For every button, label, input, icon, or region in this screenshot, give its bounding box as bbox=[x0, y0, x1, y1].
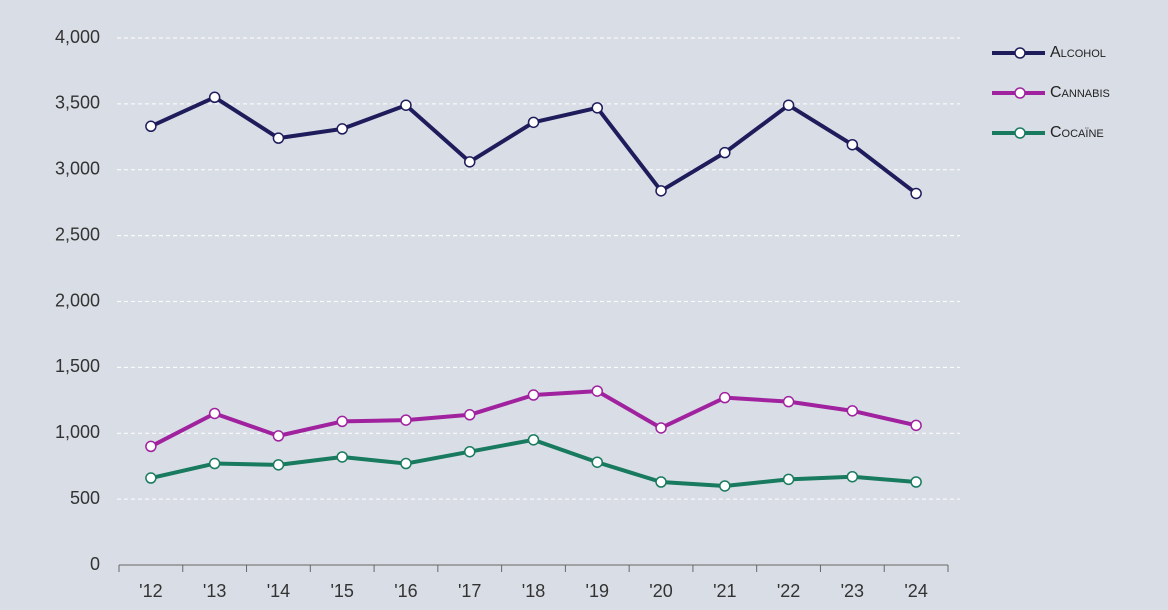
point bbox=[400, 99, 412, 111]
point bbox=[846, 470, 859, 483]
point bbox=[272, 430, 285, 442]
legend-label: Cocaïne bbox=[1050, 124, 1104, 141]
legend-marker bbox=[1014, 47, 1026, 59]
point bbox=[846, 405, 859, 417]
point bbox=[400, 414, 412, 426]
point bbox=[336, 451, 348, 463]
y-tick-label: 0 bbox=[90, 554, 100, 574]
y-tick-label: 2,500 bbox=[55, 224, 100, 244]
y-tick-label: 4,000 bbox=[55, 27, 100, 47]
point bbox=[272, 132, 285, 144]
x-tick-label: '23 bbox=[841, 581, 864, 601]
legend-label: Alcohol bbox=[1050, 44, 1106, 61]
point bbox=[719, 146, 731, 159]
point bbox=[463, 445, 476, 458]
point bbox=[145, 472, 157, 484]
point bbox=[208, 457, 221, 470]
legend-marker bbox=[1014, 87, 1026, 99]
point bbox=[782, 99, 795, 111]
point bbox=[719, 391, 731, 404]
y-tick-label: 1,500 bbox=[55, 356, 100, 376]
point bbox=[208, 407, 221, 420]
point bbox=[591, 456, 604, 468]
point bbox=[846, 138, 859, 151]
point bbox=[463, 156, 476, 168]
y-tick-label: 1,000 bbox=[55, 422, 100, 442]
point bbox=[145, 120, 157, 133]
y-tick-label: 500 bbox=[70, 488, 100, 508]
point bbox=[208, 91, 221, 104]
point bbox=[145, 440, 157, 453]
x-tick-label: '19 bbox=[586, 581, 609, 601]
x-tick-label: '24 bbox=[904, 581, 927, 601]
x-tick-label: '22 bbox=[777, 581, 800, 601]
point bbox=[655, 185, 667, 197]
point bbox=[910, 419, 922, 432]
x-tick-label: '14 bbox=[267, 581, 290, 601]
legend-marker bbox=[1014, 127, 1026, 139]
y-tick-label: 2,000 bbox=[55, 290, 100, 310]
legend-label: Cannabis bbox=[1050, 84, 1110, 101]
x-tick-label: '21 bbox=[713, 581, 736, 601]
point bbox=[527, 116, 540, 129]
point bbox=[910, 187, 922, 200]
x-tick-label: '17 bbox=[458, 581, 481, 601]
point bbox=[463, 409, 476, 421]
x-tick-label: '15 bbox=[330, 581, 353, 601]
series-line bbox=[150, 437, 917, 488]
point bbox=[782, 473, 795, 486]
point bbox=[591, 102, 604, 114]
x-tick-label: '20 bbox=[649, 581, 672, 601]
point bbox=[591, 385, 604, 397]
series-line bbox=[150, 95, 918, 196]
point bbox=[272, 459, 285, 471]
point bbox=[527, 434, 540, 446]
point bbox=[400, 457, 412, 470]
x-tick-label: '16 bbox=[394, 581, 417, 601]
y-tick-label: 3,500 bbox=[55, 93, 100, 113]
point bbox=[527, 389, 540, 401]
point bbox=[655, 422, 667, 434]
point bbox=[336, 123, 348, 135]
point bbox=[336, 415, 348, 428]
point bbox=[655, 476, 667, 488]
point bbox=[719, 480, 731, 492]
x-tick-label: '18 bbox=[522, 581, 545, 601]
point bbox=[910, 476, 922, 488]
x-tick-label: '12 bbox=[139, 581, 162, 601]
y-tick-label: 3,000 bbox=[55, 159, 100, 179]
x-tick-label: '13 bbox=[203, 581, 226, 601]
point bbox=[782, 395, 795, 408]
